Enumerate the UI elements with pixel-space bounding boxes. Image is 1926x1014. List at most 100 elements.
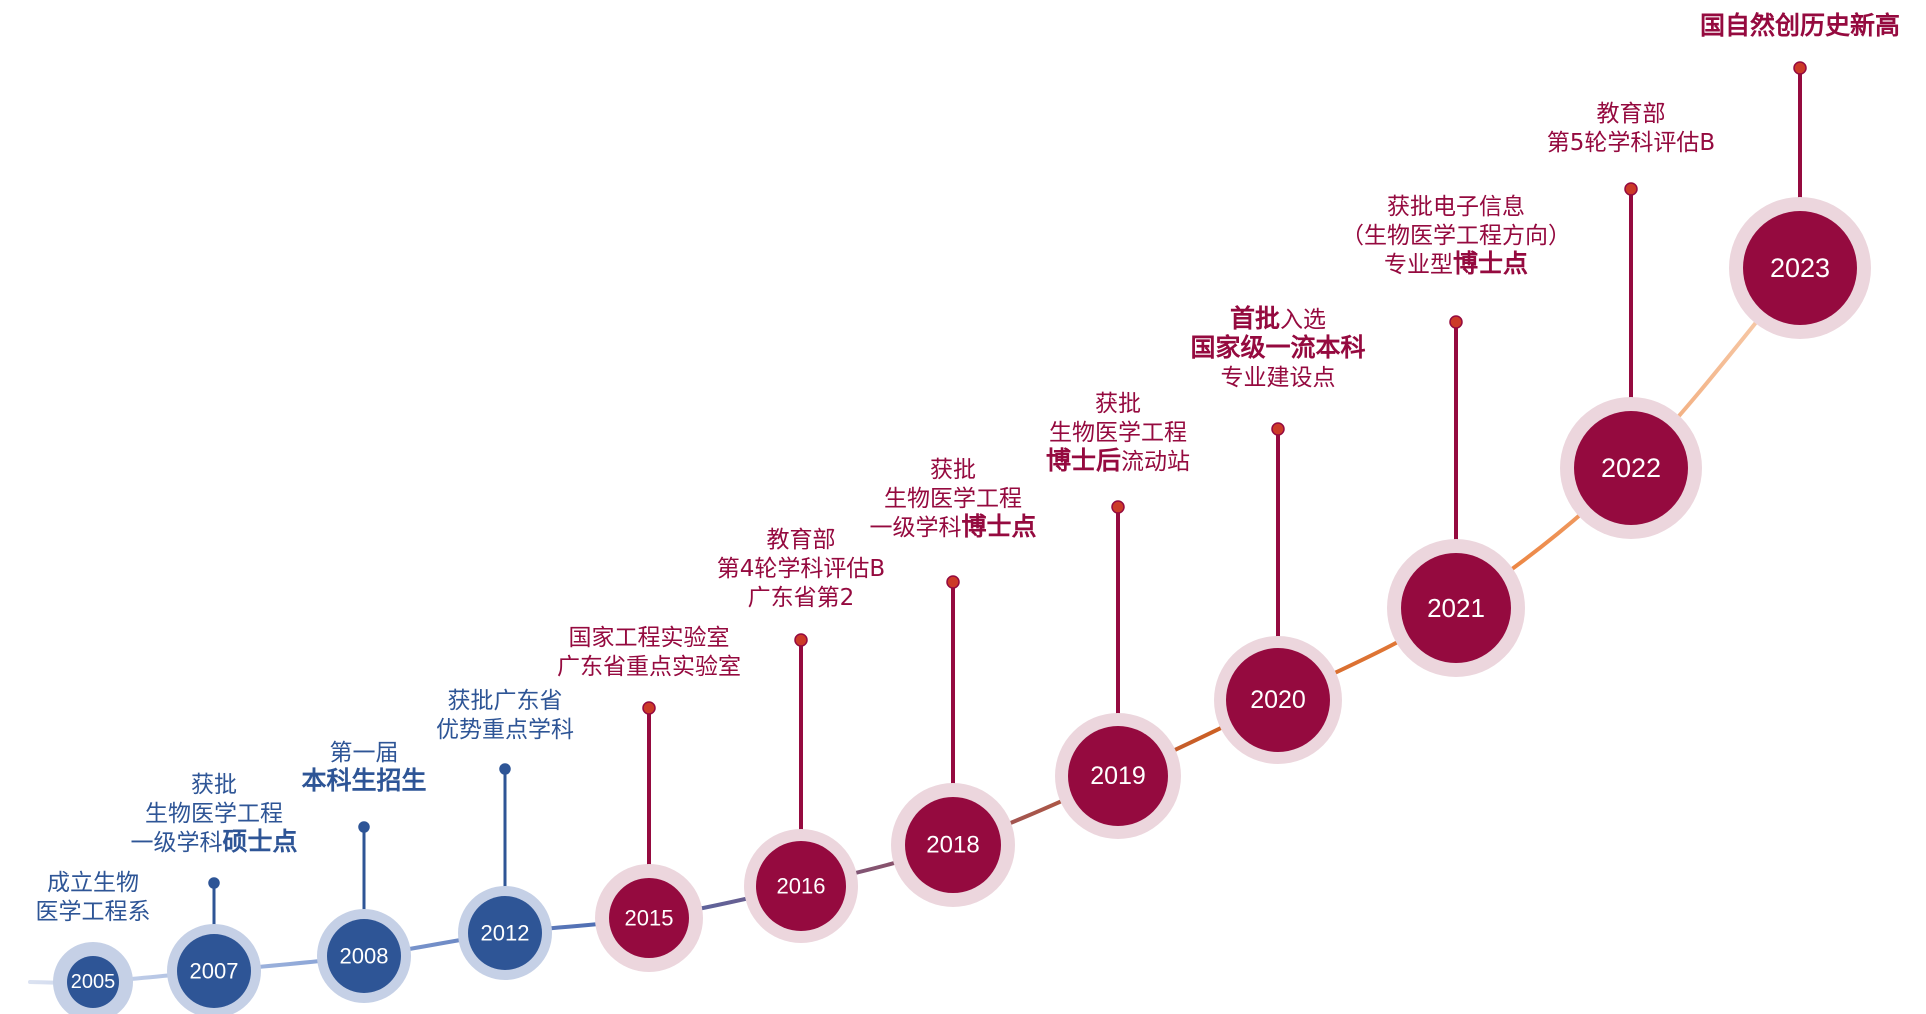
year-node (1574, 411, 1688, 525)
milestone-desc-line: 第5轮学科评估B (1547, 130, 1715, 156)
milestone-desc-line: 广东省第2 (748, 585, 855, 611)
desc-text: 生物医学工程 (145, 801, 283, 827)
year-node (1743, 211, 1857, 325)
desc-text: 专业建设点 (1221, 365, 1336, 391)
desc-text: 教育部 (767, 527, 836, 553)
milestone-desc-line: 获批 (930, 457, 976, 483)
year-node (756, 841, 846, 931)
desc-text: 成立生物 (47, 870, 139, 896)
desc-highlight: 本科生招生 (301, 766, 426, 795)
milestone-desc-line: 成立生物 (47, 870, 139, 896)
milestone-desc-line: 专业建设点 (1221, 365, 1336, 391)
milestone-desc-line: 国家工程实验室 (569, 625, 730, 651)
stem-dot (1449, 315, 1463, 329)
desc-text: 流动站 (1121, 449, 1190, 475)
desc-highlight: 国自然创历史新高 (1700, 11, 1900, 40)
desc-text: 广东省第2 (748, 585, 855, 611)
milestone-desc-line: 博士后流动站 (1046, 446, 1190, 475)
milestone-desc-line: 获批电子信息 (1387, 194, 1525, 220)
milestone-desc-line: 生物医学工程 (884, 486, 1022, 512)
milestone-desc-line: 优势重点学科 (436, 717, 574, 743)
desc-text: 第一届 (330, 740, 399, 766)
year-label: 2020 (1250, 686, 1306, 714)
desc-text: 生物医学工程 (884, 486, 1022, 512)
desc-highlight: 硕士点 (222, 827, 297, 856)
desc-highlight: 首批 (1230, 304, 1280, 333)
desc-text: （生物医学工程方向） (1341, 223, 1571, 249)
desc-highlight: 博士点 (1453, 249, 1528, 278)
year-node (609, 878, 689, 958)
year-label: 2018 (926, 832, 979, 859)
desc-text: 入选 (1280, 307, 1326, 333)
desc-highlight: 国家级一流本科 (1190, 333, 1365, 362)
year-node (1068, 726, 1168, 826)
milestone-desc-line: 本科生招生 (301, 766, 426, 795)
year-node (468, 896, 542, 970)
stem-dot (208, 877, 220, 889)
stem-dot (642, 701, 656, 715)
desc-text: 广东省重点实验室 (557, 654, 741, 680)
desc-text: 生物医学工程 (1049, 420, 1187, 446)
desc-text: 获批 (1095, 391, 1141, 417)
desc-text: 获批 (191, 772, 237, 798)
stem-dot (1111, 500, 1125, 514)
stem-dot (946, 575, 960, 589)
milestone-desc-line: 生物医学工程 (145, 801, 283, 827)
year-node (177, 934, 251, 1008)
desc-text: 医学工程系 (36, 899, 151, 925)
year-label: 2007 (190, 959, 239, 984)
year-node (327, 919, 401, 993)
milestone-2023: 2023 国自然创历史新高 (1700, 11, 1900, 339)
milestone-desc-line: （生物医学工程方向） (1341, 223, 1571, 249)
year-label: 2012 (481, 921, 530, 946)
desc-highlight: 博士后 (1046, 446, 1121, 475)
year-label: 2016 (777, 874, 826, 899)
year-node (67, 956, 119, 1008)
milestone-desc-line: 教育部 (1597, 101, 1666, 127)
stem-dot (358, 821, 370, 833)
milestone-desc-line: 获批 (1095, 391, 1141, 417)
stem-dot (794, 633, 808, 647)
desc-text: 第4轮学科评估B (717, 556, 885, 582)
milestone-desc-line: 获批 (191, 772, 237, 798)
desc-text: 第5轮学科评估B (1547, 130, 1715, 156)
stem-dot (1271, 422, 1285, 436)
milestone-desc-line: 国家级一流本科 (1190, 333, 1365, 362)
milestone-desc-line: 首批入选 (1230, 304, 1326, 333)
milestone-desc-line: 第一届 (330, 740, 399, 766)
milestone-desc-line: 专业型博士点 (1384, 249, 1528, 278)
year-node (905, 797, 1001, 893)
year-label: 2005 (71, 971, 116, 993)
milestone-desc-line: 广东省重点实验室 (557, 654, 741, 680)
year-label: 2023 (1770, 253, 1830, 283)
year-label: 2015 (625, 906, 674, 931)
milestone-desc-line: 医学工程系 (36, 899, 151, 925)
desc-text: 获批电子信息 (1387, 194, 1525, 220)
desc-text: 教育部 (1597, 101, 1666, 127)
year-label: 2022 (1601, 453, 1661, 483)
desc-text: 获批广东省 (448, 688, 563, 714)
milestone-desc-line: 第4轮学科评估B (717, 556, 885, 582)
year-label: 2008 (340, 944, 389, 969)
year-label: 2021 (1427, 593, 1485, 623)
desc-text: 专业型 (1384, 252, 1453, 278)
desc-text: 一级学科 (869, 515, 961, 541)
desc-text: 国家工程实验室 (569, 625, 730, 651)
stem-dot (1624, 182, 1638, 196)
milestone-desc-line: 国自然创历史新高 (1700, 11, 1900, 40)
year-node (1226, 648, 1330, 752)
stem-dot (499, 763, 511, 775)
year-node (1401, 553, 1511, 663)
milestone-desc-line: 一级学科硕士点 (130, 827, 297, 856)
